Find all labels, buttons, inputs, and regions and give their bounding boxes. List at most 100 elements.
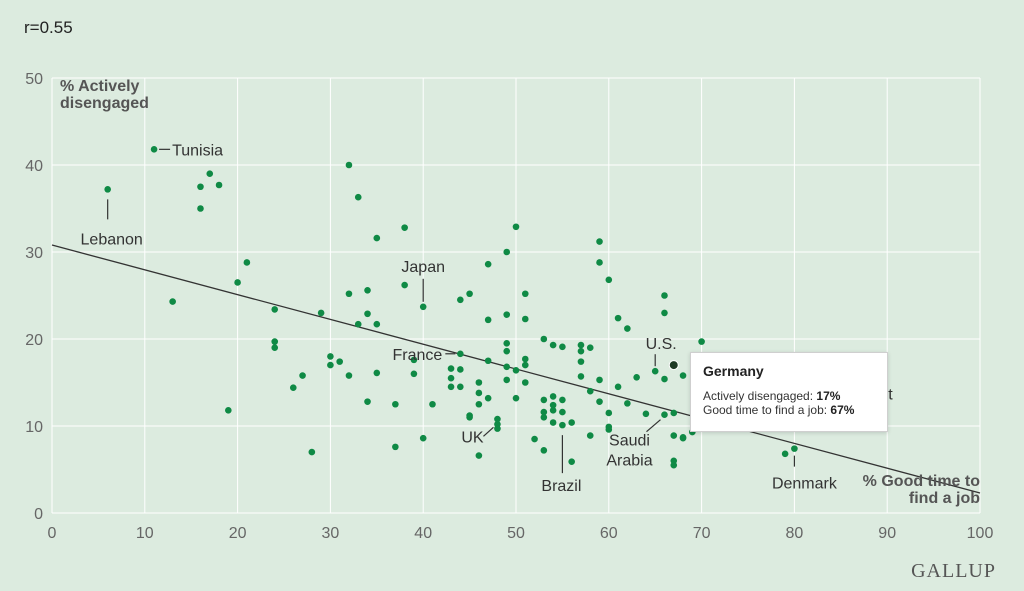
point-label: Japan xyxy=(401,259,445,276)
data-point xyxy=(586,344,594,352)
data-point xyxy=(512,367,520,374)
x-tick-label: 30 xyxy=(322,525,340,542)
data-point xyxy=(447,374,455,382)
data-point xyxy=(512,394,520,402)
data-point xyxy=(447,383,455,391)
point-label: Denmark xyxy=(772,476,838,493)
data-point xyxy=(679,434,687,442)
x-tick-label: 70 xyxy=(693,525,711,542)
data-point xyxy=(364,286,371,294)
data-point xyxy=(670,409,678,417)
data-point xyxy=(540,408,548,416)
data-point xyxy=(577,358,585,365)
data-point xyxy=(457,296,464,304)
data-point xyxy=(494,425,501,432)
y-tick-label: 0 xyxy=(34,506,43,523)
data-point xyxy=(512,223,520,231)
x-tick-label: 0 xyxy=(48,525,57,542)
data-point xyxy=(503,340,511,347)
data-point xyxy=(531,435,538,443)
data-point xyxy=(466,414,473,421)
y-tick-label: 30 xyxy=(25,245,43,262)
data-point xyxy=(419,434,427,442)
data-point xyxy=(698,338,705,345)
data-point xyxy=(289,384,297,392)
data-point xyxy=(549,407,557,414)
y-tick-label: 50 xyxy=(25,71,43,88)
point-label: Tunisia xyxy=(172,142,223,159)
y-tick-label: 10 xyxy=(25,419,43,436)
data-point xyxy=(373,234,381,242)
data-point xyxy=(494,415,501,423)
data-point xyxy=(327,353,334,360)
data-point xyxy=(243,259,251,266)
data-point xyxy=(596,238,603,245)
data-point xyxy=(521,379,529,386)
data-point xyxy=(150,146,158,153)
y-axis-title-line2: disengaged xyxy=(60,95,149,112)
highlight-point xyxy=(668,360,679,371)
data-point xyxy=(271,338,279,345)
point-label: France xyxy=(393,347,443,364)
data-point xyxy=(327,361,334,369)
data-point xyxy=(559,343,566,351)
data-point xyxy=(345,290,353,298)
data-point xyxy=(419,303,427,311)
data-point xyxy=(447,365,455,372)
data-point xyxy=(271,344,279,352)
x-tick-label: 80 xyxy=(786,525,804,542)
data-point xyxy=(197,183,204,191)
x-tick-label: 60 xyxy=(600,525,618,542)
data-point xyxy=(679,372,687,379)
data-point xyxy=(345,161,353,169)
data-point xyxy=(373,320,381,328)
data-point xyxy=(271,306,279,313)
data-point xyxy=(308,448,316,456)
point-label: Saudi xyxy=(609,433,650,450)
point-label: UK xyxy=(461,429,484,446)
data-point xyxy=(791,445,798,452)
callout-lines xyxy=(107,148,796,474)
data-point xyxy=(317,309,325,317)
x-tick-label: 40 xyxy=(414,525,432,542)
callout-line xyxy=(646,419,661,433)
data-point xyxy=(642,410,650,418)
data-point xyxy=(661,411,668,418)
data-point xyxy=(475,389,483,397)
tooltip-row-goodtime: Good time to find a job: 67% xyxy=(703,403,875,417)
data-point xyxy=(457,383,464,391)
data-point xyxy=(466,290,473,298)
data-point xyxy=(336,358,343,365)
point-labels: Tunisia Lebanon Japan France U.S. UK Saudi Arab… xyxy=(81,142,894,495)
data-point xyxy=(410,370,418,378)
data-point xyxy=(484,394,492,402)
data-point xyxy=(596,376,603,384)
data-point xyxy=(661,375,668,383)
data-point xyxy=(197,205,204,212)
tooltip-label-goodtime: Good time to find a job: xyxy=(703,403,828,417)
data-point xyxy=(605,409,613,417)
y-axis-title-line1: % Actively xyxy=(60,78,140,95)
data-point xyxy=(234,279,241,286)
y-tick-label: 40 xyxy=(25,158,43,175)
data-point xyxy=(392,443,399,451)
data-point xyxy=(549,393,557,400)
data-point xyxy=(670,432,678,439)
data-point xyxy=(661,292,668,299)
data-point xyxy=(540,414,548,421)
data-point xyxy=(559,421,566,429)
data-point xyxy=(503,311,511,318)
gallup-logo: GALLUP xyxy=(911,560,996,582)
x-tick-label: 20 xyxy=(229,525,247,542)
data-point xyxy=(559,408,566,416)
data-point xyxy=(484,357,492,365)
data-point xyxy=(206,170,214,177)
data-point xyxy=(577,347,585,355)
data-point xyxy=(661,309,668,317)
data-point xyxy=(521,290,529,298)
x-axis-title-line1: % Good time to xyxy=(863,473,981,490)
data-point xyxy=(568,458,575,465)
data-point xyxy=(354,193,362,201)
point-label: Arabia xyxy=(606,453,652,470)
